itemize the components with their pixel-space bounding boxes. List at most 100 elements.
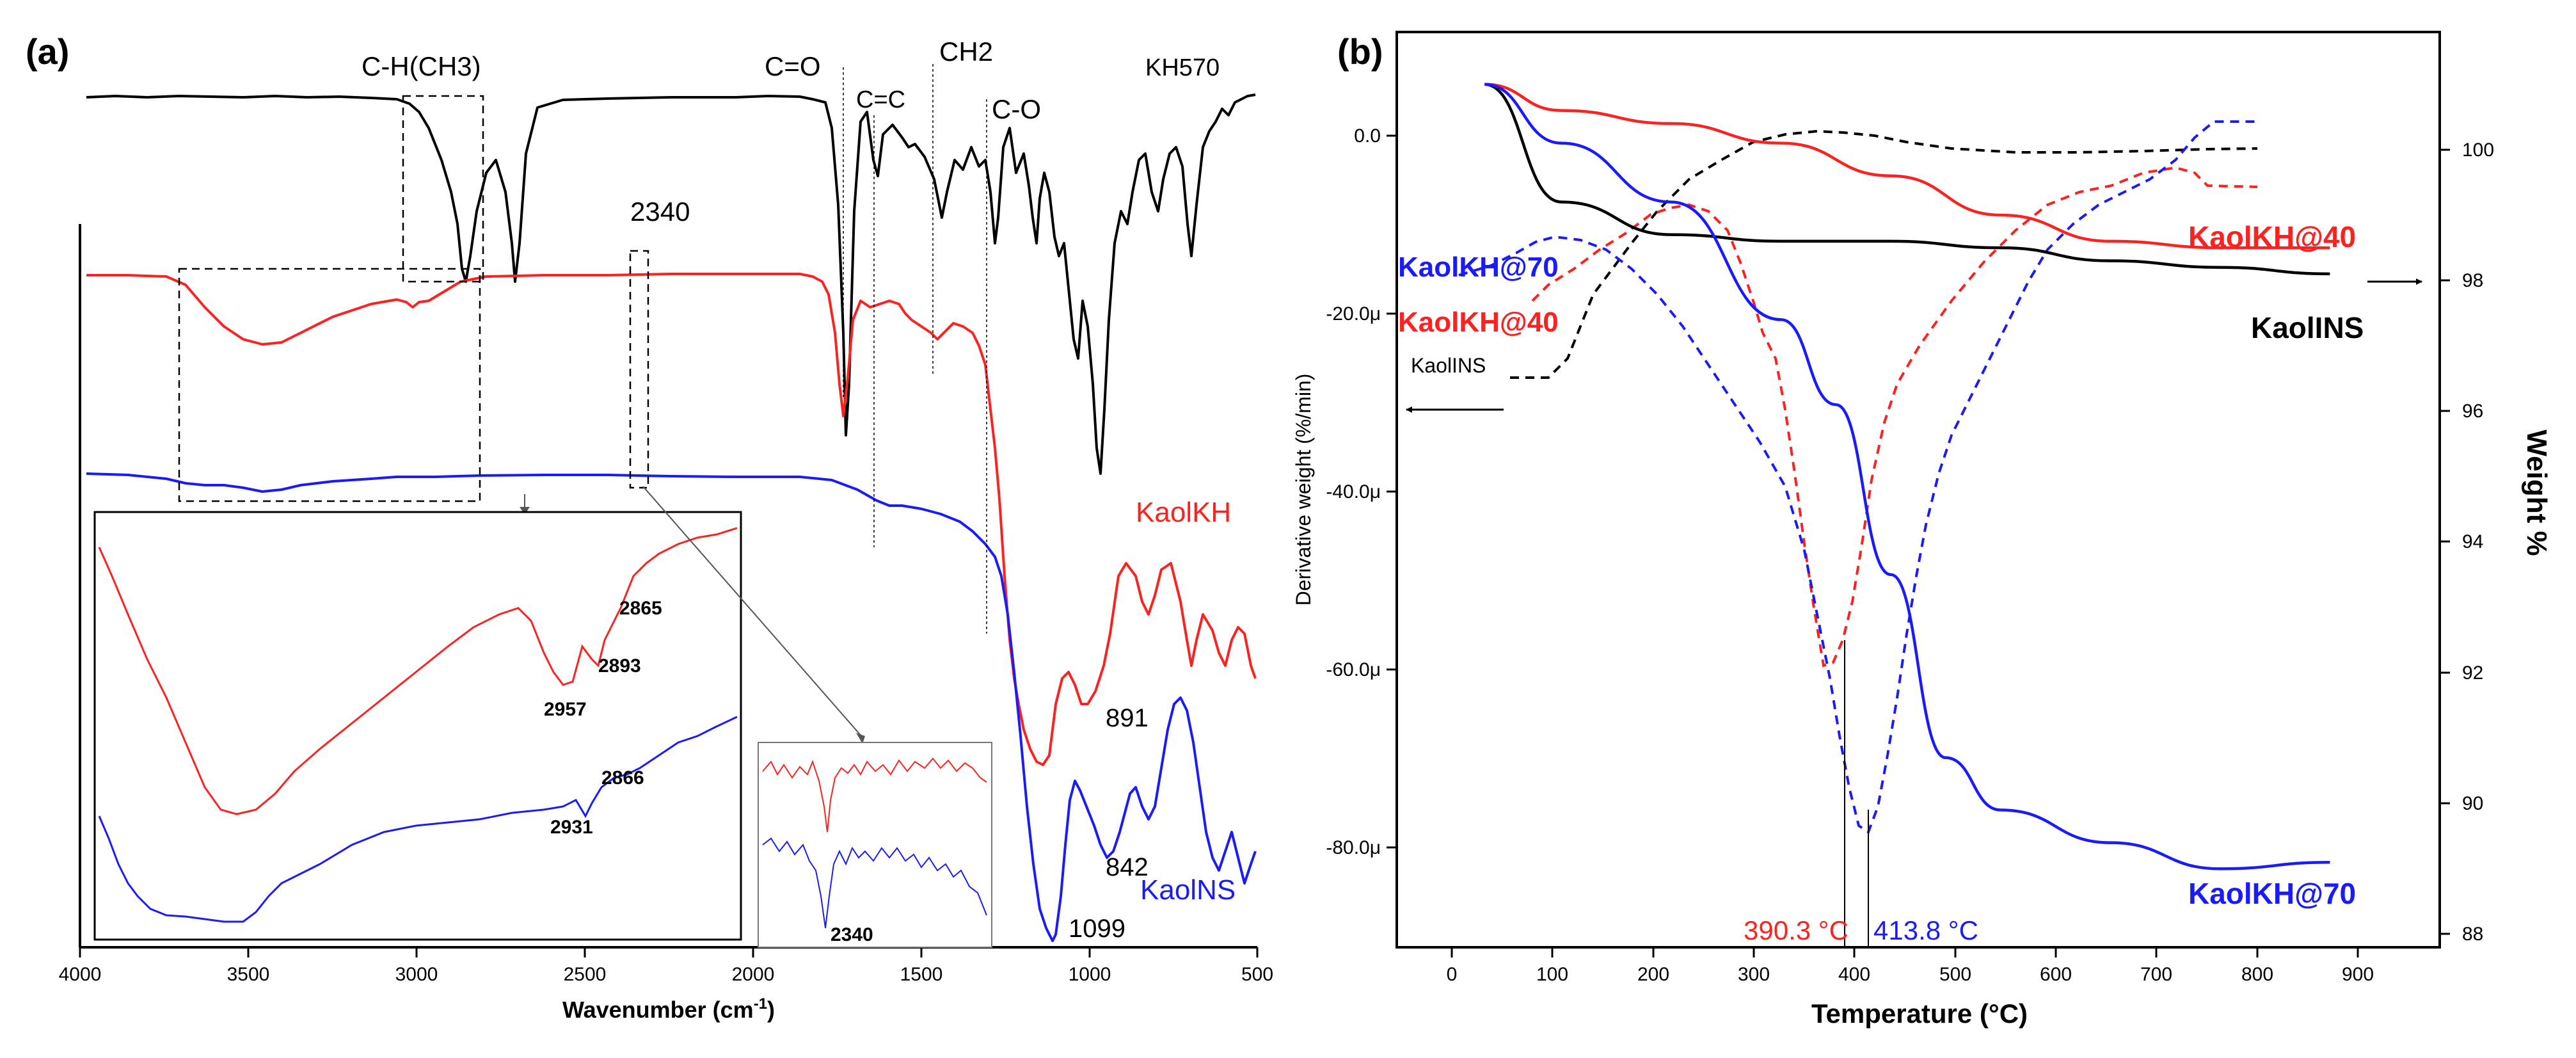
annotation-p1099: 1099 [1069, 915, 1125, 943]
peak-label-390: 390.3 °C [1744, 915, 1849, 945]
legend-kh570: KH570 [1145, 54, 1220, 81]
panel-a-x-axis-label: Wavenumber (cm-1) [562, 995, 775, 1023]
b-tick-label-900: 900 [2342, 964, 2374, 985]
panel-b-x-tick-labels: 0 100 200 300 400 500 600 700 800 900 [1447, 964, 2374, 985]
inset1-peak-2957: 2957 [544, 699, 587, 720]
b-tick-label-0: 0 [1447, 964, 1458, 985]
inset2-red-curve [762, 757, 987, 833]
b-tick-label-500: 500 [1939, 964, 1971, 985]
b-tick-label-100: 100 [1536, 964, 1568, 985]
legend-kaolkh: KaolKH [1136, 497, 1231, 528]
annotation-ch3: C-H(CH3) [362, 51, 481, 81]
inset1-red-curve [98, 527, 738, 815]
series-kaolns [86, 472, 1257, 942]
b-left-tick-label-40: -40.0μ [1326, 481, 1381, 502]
inset1-peak-2865: 2865 [619, 598, 662, 619]
b-tick-label-400: 400 [1838, 964, 1870, 985]
series-kaolkh [86, 273, 1257, 766]
b-tick-label-700: 700 [2140, 964, 2172, 985]
a-tick-label-4000: 4000 [59, 964, 102, 985]
inset1-peak-labels: 2865 2893 2957 2866 2931 [544, 598, 662, 838]
b-left-tick-label-60: -60.0μ [1326, 659, 1381, 680]
ch3-box [402, 95, 484, 283]
panel-b-label: (b) [1337, 31, 1383, 72]
inset1-source-box [178, 268, 481, 502]
b-tick-label-800: 800 [2241, 964, 2273, 985]
panel-b-left-axis-label: Derivative weight (%/min) [1292, 374, 1315, 606]
panel-a: (a) 4000 3500 3000 2500 2000 1500 1000 5… [26, 31, 1273, 1023]
b-left-tick-label-0: 0.0 [1354, 125, 1381, 147]
inset1-peak-2931: 2931 [550, 817, 593, 838]
tg-kaolins-black [1484, 83, 2330, 276]
b-tick-label-200: 200 [1637, 964, 1669, 985]
tg-kaolkh70-blue [1484, 83, 2330, 870]
legend-left-kaolkh70: KaolKH@70 [1398, 252, 1559, 283]
panel-a-x-ticks [79, 947, 1259, 958]
inset-2: 2340 [642, 486, 992, 948]
panel-b: (b) 0 100 200 300 400 500 600 700 800 [1292, 31, 2552, 1029]
annotation-p842: 842 [1106, 853, 1149, 881]
dtg-kaolkh40-red [1531, 166, 2258, 668]
inset2-peak-2340: 2340 [831, 924, 873, 945]
peak-label-413: 413.8 °C [1873, 915, 1978, 945]
p2340-box [629, 250, 649, 489]
inset2-frame [758, 742, 992, 948]
annotation-ch2: CH2 [939, 36, 993, 67]
b-right-tick-label-96: 96 [2462, 401, 2483, 422]
b-right-tick-label-100: 100 [2462, 140, 2494, 161]
panel-a-band-lines [843, 64, 987, 634]
annotation-p891: 891 [1106, 704, 1149, 732]
series-kh570 [86, 93, 1256, 475]
b-right-tick-label-98: 98 [2462, 270, 2483, 291]
inset-1: 2865 2893 2957 2866 2931 [93, 494, 742, 941]
inset1-peak-2866: 2866 [601, 767, 644, 789]
panel-a-x-tick-labels: 4000 3500 3000 2500 2000 1500 1000 500 [59, 964, 1273, 985]
dtg-kaolins-black [1510, 129, 2258, 379]
legend-right-kaolins: KaolINS [2251, 311, 2364, 344]
a-tick-label-3000: 3000 [395, 964, 438, 985]
panel-a-guides [178, 95, 649, 502]
inset2-connector-arrow [856, 733, 865, 744]
b-tick-label-300: 300 [1738, 964, 1770, 985]
panel-a-label: (a) [26, 31, 69, 72]
inset2-connector [642, 486, 863, 738]
b-tick-label-600: 600 [2040, 964, 2072, 985]
inset1-connector-arrow [520, 507, 530, 515]
panel-b-right-tick-labels: 100 98 96 94 92 90 88 [2462, 140, 2494, 945]
a-tick-label-500: 500 [1241, 964, 1273, 985]
panel-b-x-axis-label: Temperature (°C) [1811, 998, 2028, 1029]
b-right-tick-label-94: 94 [2462, 531, 2483, 552]
legend-kaolns: KaolNS [1140, 874, 1236, 906]
a-tick-label-1000: 1000 [1069, 964, 1111, 985]
dtg-kaolkh70-blue [1458, 120, 2257, 835]
panel-b-x-ticks [1451, 947, 2359, 958]
panel-b-left-ticks [1387, 134, 1397, 849]
inset1-blue-curve [98, 716, 738, 923]
panel-a-annotations: C-H(CH3) C=O C=C CH2 C-O 2340 891 842 10… [362, 36, 1149, 943]
b-left-tick-label-20: -20.0μ [1326, 303, 1381, 325]
panel-b-right-axis-label: Weight % [2521, 429, 2552, 556]
a-tick-label-2500: 2500 [564, 964, 607, 985]
inset1-peak-2893: 2893 [598, 655, 641, 677]
tg-kaolkh40-red [1484, 83, 2330, 250]
legend-left-kaolins: KaolINS [1411, 354, 1486, 377]
annotation-c-o: C-O [992, 94, 1041, 124]
legend-right-kaolkh40: KaolKH@40 [2188, 220, 2356, 253]
inset1-frame [93, 511, 742, 941]
b-left-tick-label-80: -80.0μ [1326, 837, 1381, 858]
b-right-tick-label-90: 90 [2462, 793, 2483, 814]
annotation-cc: C=C [856, 86, 905, 113]
dtg-peak-markers [1844, 640, 1869, 947]
b-right-tick-label-88: 88 [2462, 924, 2483, 945]
annotation-co: C=O [765, 51, 821, 81]
legend-right-kaolkh70: KaolKH@70 [2188, 877, 2356, 910]
legend-left-kaolkh40: KaolKH@40 [1398, 307, 1559, 338]
b-right-tick-label-92: 92 [2462, 662, 2483, 684]
inset2-blue-curve [762, 837, 987, 929]
a-tick-label-2000: 2000 [732, 964, 775, 985]
panel-b-right-ticks [2440, 148, 2450, 935]
annotation-p2340: 2340 [630, 196, 690, 227]
panel-b-frame [1395, 31, 2441, 949]
a-tick-label-3500: 3500 [227, 964, 270, 985]
